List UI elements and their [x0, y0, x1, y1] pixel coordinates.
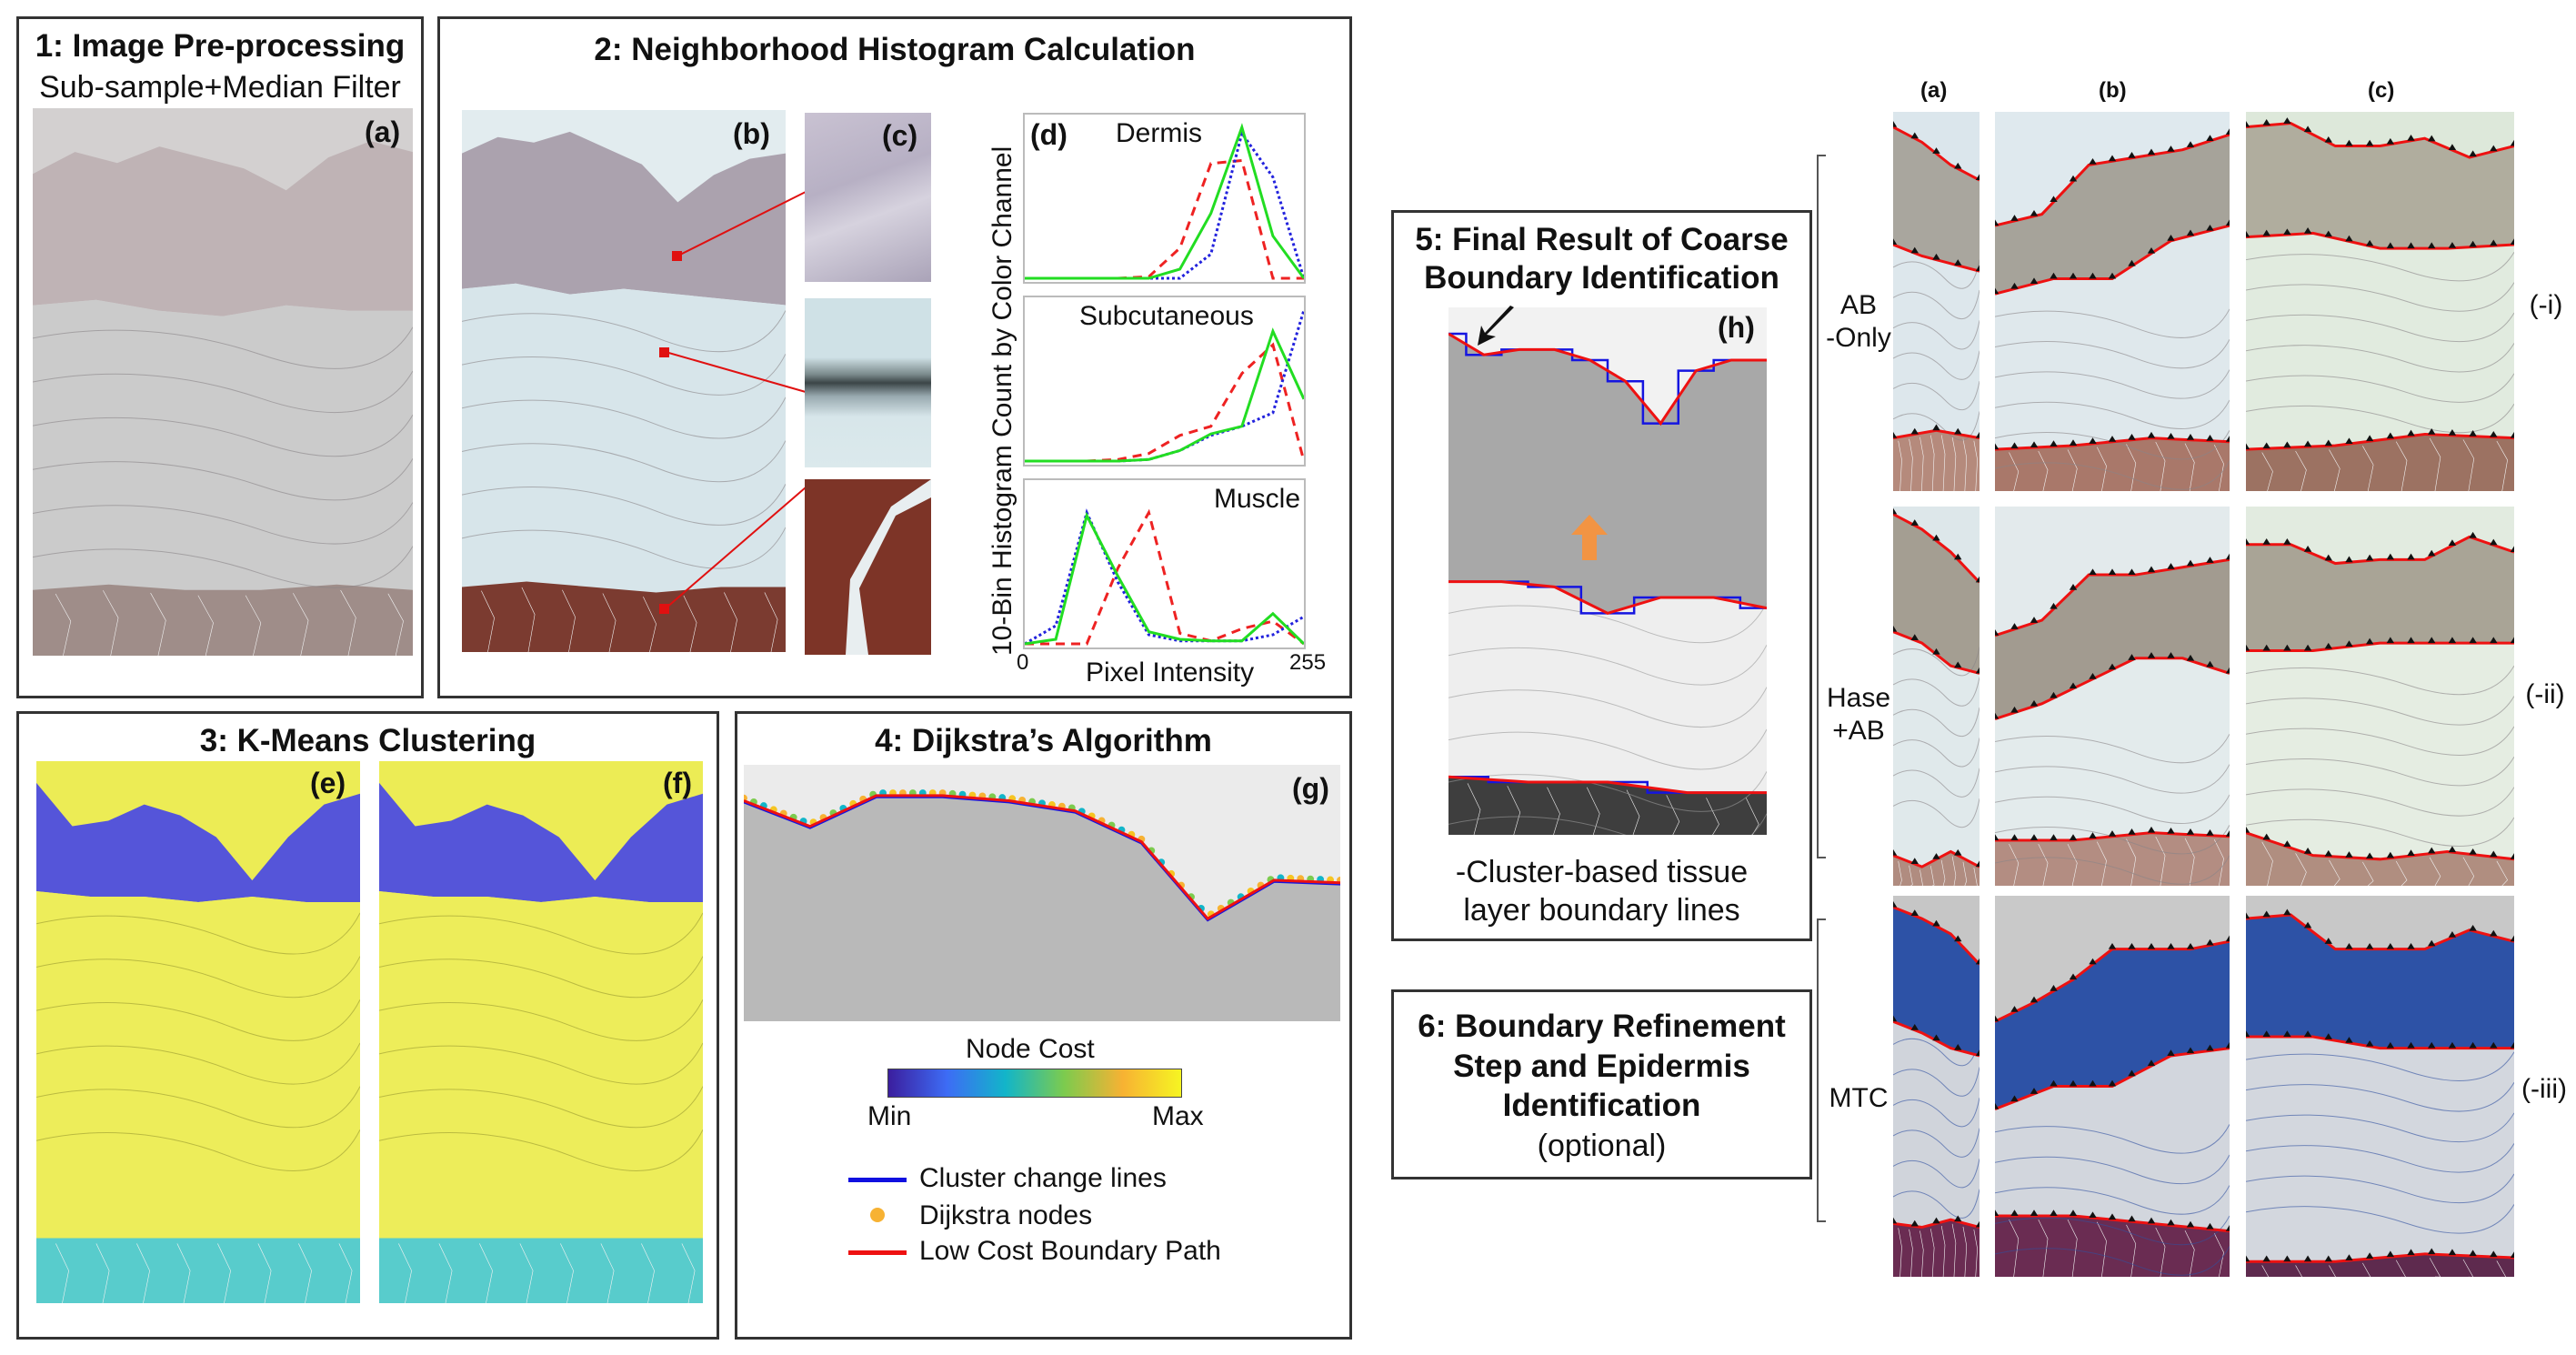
green-channel-line: [1025, 327, 1306, 463]
blue-channel-line: [1025, 130, 1306, 280]
muscle-histogram-plot: [1024, 508, 1306, 646]
legend-swatch-cluster-lines: [848, 1178, 907, 1182]
preprocessed-image: [33, 108, 413, 656]
panel-kmeans-clustering: 3: K-Means Clustering (e) (f): [16, 711, 719, 1340]
legend-label: Low Cost Boundary Path: [919, 1236, 1221, 1266]
x-tick-label: 255: [1289, 650, 1327, 675]
coarse-boundary-image: [1448, 307, 1767, 835]
subfigure-label: (b): [733, 117, 770, 150]
panel-image-preprocessing: 1: Image Pre-processing Sub-sample+Media…: [16, 16, 424, 698]
sample-marker-subcutaneous: [659, 347, 669, 357]
x-axis-label: Pixel Intensity: [1086, 657, 1255, 688]
panel-dijkstra: 4: Dijkstra’s Algorithm (g) Node Cost Mi…: [735, 711, 1352, 1340]
green-channel-line: [1024, 511, 1306, 646]
subfigure-label: (h): [1718, 311, 1755, 344]
column-label-a: (a): [1920, 78, 1948, 103]
legend-label: Cluster change lines: [919, 1163, 1167, 1193]
panel-final-coarse-result: 5: Final Result of Coarse Boundary Ident…: [1391, 210, 1812, 941]
blue-channel-line: [1025, 309, 1306, 463]
sample-marker-muscle: [659, 604, 669, 614]
row-id-i: (-i): [2529, 290, 2563, 320]
legend-label: Dijkstra nodes: [919, 1200, 1093, 1230]
red-channel-line: [1025, 158, 1304, 280]
subfigure-label: (g): [1292, 772, 1329, 805]
result-image-iii-b: [1995, 896, 2230, 1277]
panel-title-line2: Boundary Identification: [1424, 260, 1779, 296]
subcutaneous-histogram-plot: [1025, 309, 1306, 463]
kmeans-image-e: [36, 761, 360, 1303]
colorbar-min-label: Min: [867, 1101, 912, 1131]
result-image-ii-b: [1995, 507, 2230, 886]
blue-channel-line: [1024, 508, 1305, 646]
row-label-ab-only: AB -Only: [1826, 290, 1891, 353]
column-label-b: (b): [2099, 78, 2127, 103]
panel-histogram-calculation: 2: Neighborhood Histogram Calculation (b…: [437, 16, 1352, 698]
node-cost-colorbar: [887, 1069, 1182, 1098]
panel-title: 4: Dijkstra’s Algorithm: [875, 723, 1212, 758]
subplot-dermis: Dermis (d): [1023, 113, 1306, 284]
x-tick-label: 0: [1017, 650, 1029, 675]
panel-title-line1: 5: Final Result of Coarse: [1415, 222, 1789, 257]
row-label-hase-ab: Hase +AB: [1826, 683, 1891, 746]
panel-subtitle: Sub-sample+Median Filter: [39, 70, 401, 105]
result-image-iii-c: [2246, 896, 2514, 1277]
result-image-i-c: [2246, 112, 2514, 491]
zoom-crop-subcutaneous: [805, 298, 931, 467]
legend-swatch-dijkstra-nodes: [870, 1208, 885, 1222]
subfigure-label: (e): [310, 767, 346, 799]
subplot-title: Subcutaneous: [1079, 301, 1254, 331]
caption-line1: -Cluster-based tissue: [1455, 855, 1749, 889]
y-axis-label: 10-Bin Histogram Count by Color Channel: [987, 146, 1017, 656]
zoom-crop-dermis: [805, 113, 931, 282]
subplot-subcutaneous: Subcutaneous: [1023, 296, 1306, 467]
kmeans-image-f: [379, 761, 703, 1303]
result-image-iii-a: [1893, 896, 1980, 1277]
subfigure-label: (d): [1030, 118, 1067, 151]
sample-marker-dermis: [672, 251, 682, 261]
subfigure-label: (a): [365, 115, 401, 148]
panel-boundary-refinement: 6: Boundary Refinement Step and Epidermi…: [1391, 989, 1812, 1179]
result-image-ii-c: [2246, 507, 2514, 886]
dijkstra-image: [744, 765, 1340, 1021]
colorbar-title: Node Cost: [966, 1034, 1095, 1064]
subplot-title: Dermis: [1116, 118, 1202, 148]
bracket-ab-groups: [1817, 155, 1826, 858]
column-label-c: (c): [2368, 78, 2395, 103]
row-label-mtc: MTC: [1829, 1083, 1889, 1113]
black-arrow-icon: [1478, 306, 1514, 346]
subplot-muscle: Muscle: [1023, 478, 1306, 649]
colorbar-max-label: Max: [1152, 1101, 1204, 1131]
panel-note: (optional): [1537, 1129, 1667, 1163]
zoom-crop-muscle: [805, 479, 931, 655]
stained-image: [462, 110, 786, 652]
legend-swatch-boundary-path: [848, 1250, 907, 1255]
caption-line2: layer boundary lines: [1463, 893, 1740, 928]
result-image-i-a: [1893, 112, 1980, 491]
panel-title-line1: 6: Boundary Refinement: [1418, 1009, 1786, 1044]
dermis-histogram-plot: [1025, 123, 1306, 280]
green-channel-line: [1025, 123, 1306, 280]
bracket-mtc-group: [1817, 918, 1826, 1222]
panel-title: 2: Neighborhood Histogram Calculation: [594, 32, 1196, 67]
row-id-ii: (-ii): [2525, 679, 2565, 709]
panel-title: 3: K-Means Clustering: [199, 723, 536, 758]
red-channel-line: [1025, 508, 1305, 646]
result-image-i-b: [1995, 112, 2230, 491]
subfigure-label: (f): [663, 767, 692, 799]
orange-arrow-icon: [1571, 515, 1608, 560]
panel-title-line2: Step and Epidermis: [1453, 1049, 1750, 1084]
subfigure-label: (c): [882, 119, 918, 152]
sample-pointer-lines: [659, 191, 807, 614]
row-id-iii: (-iii): [2521, 1074, 2567, 1104]
panel-title-line3: Identification: [1502, 1088, 1701, 1123]
result-image-ii-a: [1893, 507, 1980, 886]
subplot-title: Muscle: [1214, 484, 1301, 514]
panel-title: 1: Image Pre-processing: [35, 28, 406, 64]
